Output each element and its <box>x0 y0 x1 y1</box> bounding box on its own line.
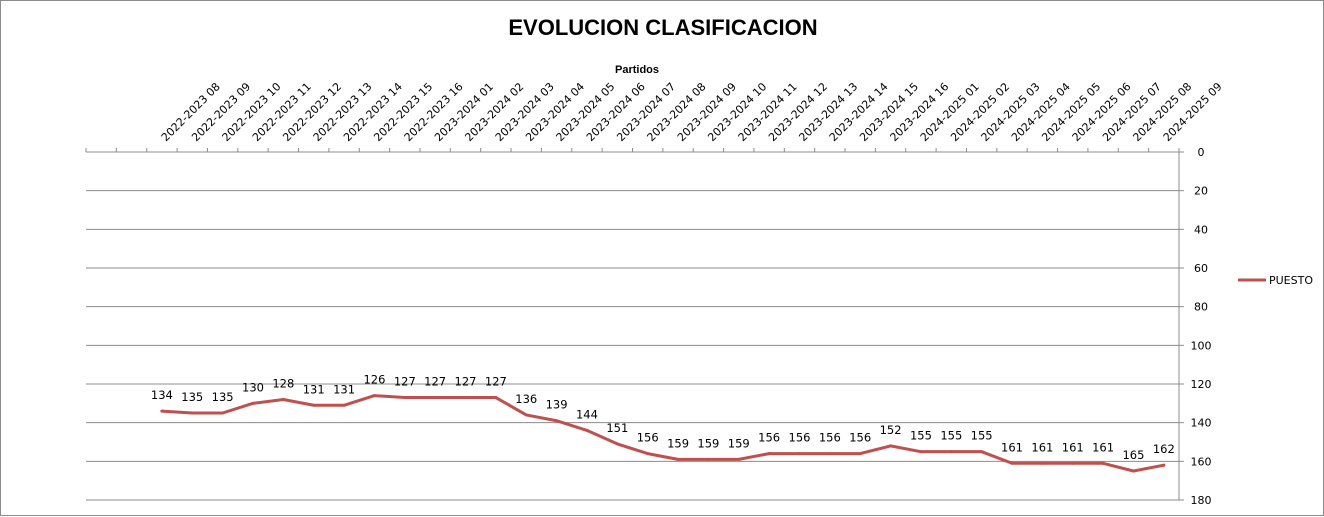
data-label: 162 <box>1153 442 1175 456</box>
data-label: 128 <box>272 376 294 390</box>
data-label: 151 <box>606 421 628 435</box>
y-tick-label-0: 0 <box>1198 146 1205 159</box>
data-point <box>555 419 559 423</box>
legend: PUESTO <box>1238 274 1313 287</box>
data-point <box>190 411 194 415</box>
data-point <box>676 457 680 461</box>
y-tick-label-100: 100 <box>1191 339 1212 352</box>
data-label: 136 <box>515 392 537 406</box>
data-label: 155 <box>971 429 993 443</box>
data-label: 161 <box>1001 440 1023 454</box>
data-point <box>797 452 801 456</box>
data-point <box>281 397 285 401</box>
y-tick-label-180: 180 <box>1191 494 1212 507</box>
data-label: 139 <box>546 398 568 412</box>
data-point <box>372 394 376 398</box>
data-point <box>949 450 953 454</box>
data-point <box>1131 469 1135 473</box>
data-label: 156 <box>637 431 659 445</box>
y-tick-label-160: 160 <box>1191 455 1212 468</box>
data-point <box>706 457 710 461</box>
data-label: 161 <box>1031 440 1053 454</box>
data-point <box>221 411 225 415</box>
data-point <box>464 396 468 400</box>
data-point <box>646 452 650 456</box>
data-label: 135 <box>212 390 234 404</box>
y-tick-label-60: 60 <box>1194 262 1208 275</box>
data-point <box>737 457 741 461</box>
data-point <box>433 396 437 400</box>
chart-title: EVOLUCION CLASIFICACION <box>508 15 817 40</box>
y-tick-label-80: 80 <box>1194 301 1208 314</box>
data-label: 161 <box>1062 440 1084 454</box>
data-point <box>403 396 407 400</box>
data-point <box>615 442 619 446</box>
data-label: 152 <box>880 423 902 437</box>
y-tick-label-140: 140 <box>1191 417 1212 430</box>
data-point <box>251 401 255 405</box>
legend-label-puesto: PUESTO <box>1269 274 1313 287</box>
data-label: 156 <box>819 431 841 445</box>
data-label: 127 <box>424 375 446 389</box>
data-point <box>1040 461 1044 465</box>
data-label: 156 <box>789 431 811 445</box>
data-point <box>858 452 862 456</box>
axes <box>85 148 1184 501</box>
data-label: 155 <box>940 429 962 443</box>
data-label: 156 <box>849 431 871 445</box>
data-label: 156 <box>758 431 780 445</box>
data-label: 131 <box>333 382 355 396</box>
data-label: 161 <box>1092 440 1114 454</box>
data-point <box>767 452 771 456</box>
data-labels: 134 135 135 130 128 131 131 126 127 127 127 127 136 1… <box>151 373 1175 462</box>
series-line-puesto <box>160 394 1166 473</box>
data-label: 130 <box>242 380 264 394</box>
data-label: 127 <box>455 375 477 389</box>
data-label: 144 <box>576 407 598 421</box>
data-label: 134 <box>151 388 173 402</box>
data-point <box>312 403 316 407</box>
data-point <box>494 396 498 400</box>
data-point <box>1101 461 1105 465</box>
data-point <box>828 452 832 456</box>
data-label: 159 <box>667 436 689 450</box>
y-tick-label-40: 40 <box>1194 223 1208 236</box>
data-label: 159 <box>728 436 750 450</box>
x-axis-title: Partidos <box>615 64 659 76</box>
y-tick-label-120: 120 <box>1191 378 1212 391</box>
data-point <box>342 403 346 407</box>
data-label: 165 <box>1122 448 1144 462</box>
data-point <box>1010 461 1014 465</box>
data-label: 155 <box>910 429 932 443</box>
data-label: 126 <box>363 373 385 387</box>
data-label: 159 <box>697 436 719 450</box>
data-point <box>889 444 893 448</box>
data-point <box>524 413 528 417</box>
y-tick-label-20: 20 <box>1194 185 1208 198</box>
data-point <box>1071 461 1075 465</box>
y-tick-labels: 0 20 40 60 80 100 120 140 160 180 <box>1191 146 1212 507</box>
data-point <box>980 450 984 454</box>
data-label: 127 <box>485 375 507 389</box>
data-label: 135 <box>181 390 203 404</box>
series-layer <box>160 394 1166 473</box>
data-label: 127 <box>394 375 416 389</box>
data-point <box>585 428 589 432</box>
data-point <box>1162 463 1166 467</box>
gridlines <box>86 190 1179 501</box>
data-label: 131 <box>303 382 325 396</box>
data-point <box>160 409 164 413</box>
data-point <box>919 450 923 454</box>
